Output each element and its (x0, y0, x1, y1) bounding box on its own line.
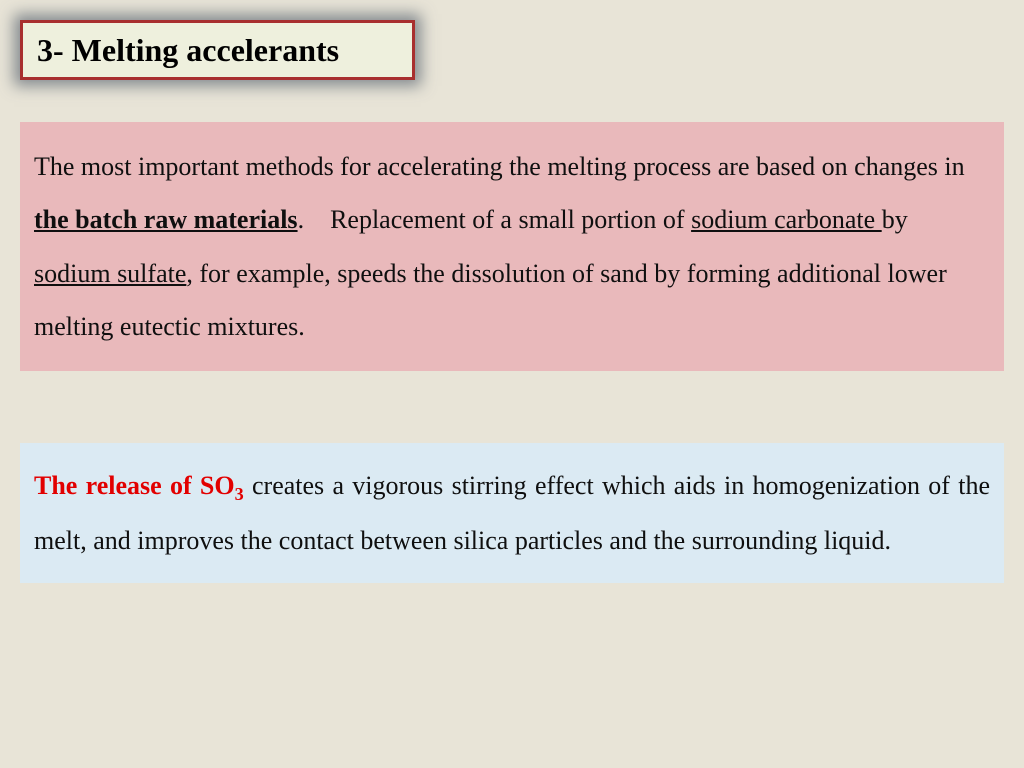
p2-subscript: 3 (235, 484, 244, 504)
p1-underline-1: sodium carbonate (691, 205, 882, 234)
p1-text-5: by (882, 205, 908, 234)
p1-underline-2: sodium sulfate (34, 259, 186, 288)
paragraph-box-2: The release of SO3 creates a vigorous st… (20, 443, 1004, 583)
paragraph-box-1: The most important methods for accelerat… (20, 122, 1004, 371)
p2-red-main: The release of SO (34, 471, 235, 500)
p1-text-3: . Replacement of a small portion of (298, 205, 692, 234)
title-box: 3- Melting accelerants (20, 20, 415, 80)
p2-red-text: The release of SO3 (34, 471, 244, 500)
slide-title: 3- Melting accelerants (37, 32, 339, 69)
p1-text-1: The most important methods for accelerat… (34, 152, 965, 181)
p1-bold-underline: the batch raw materials (34, 205, 298, 234)
